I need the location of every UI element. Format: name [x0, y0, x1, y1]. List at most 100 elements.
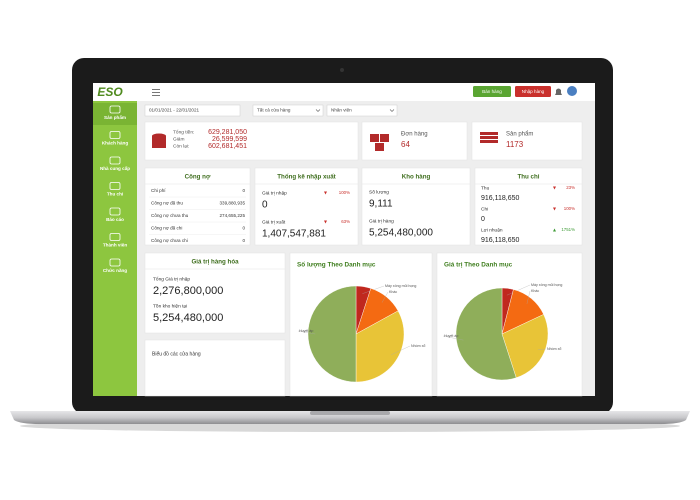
stat-value: 5,254,480,000 — [369, 228, 433, 239]
pie-label: Khác — [389, 290, 397, 294]
stat-value: 0 — [262, 200, 268, 211]
stat-label: Số lượng — [369, 189, 389, 195]
stat-change: 1751% — [561, 227, 575, 232]
stat-card — [144, 167, 251, 246]
filter[interactable] — [144, 104, 241, 117]
debt-value: 0 — [242, 238, 245, 243]
notch — [310, 411, 390, 415]
pie-label: Nhóm xổ — [547, 347, 561, 351]
card-title: Thu chi — [518, 174, 540, 181]
pie-leader — [297, 330, 316, 335]
pie-label: Máy xông mũi họng — [385, 284, 416, 288]
filter-label: 01/01/2021 - 22/01/2021 — [149, 108, 200, 113]
list-icon — [480, 140, 498, 143]
debt-label: Công nợ chưa chi — [151, 238, 188, 243]
pie-slice — [307, 285, 357, 383]
card-title: Kho hàng — [402, 174, 431, 181]
filter[interactable] — [252, 104, 324, 117]
total-value: 629,281,050 — [208, 129, 247, 136]
logo-bg — [95, 85, 125, 99]
menu-icon-line[interactable] — [152, 95, 160, 96]
pie-slice — [455, 287, 517, 381]
top-bar — [93, 83, 595, 101]
sell-button-label: Bán hàng — [482, 89, 502, 94]
filter[interactable] — [326, 104, 398, 117]
sidebar-icon — [109, 105, 121, 114]
stat-label: Chi — [481, 206, 488, 212]
pie-label: Huyết áp — [444, 334, 458, 338]
box-icon — [370, 134, 379, 142]
filter-label: Tất cả cửa hàng — [257, 107, 291, 113]
stat-change: 100% — [564, 206, 575, 211]
goods-label: Tồn kho hiện tại — [153, 303, 187, 309]
stat-value: 916,118,650 — [481, 195, 520, 202]
box-icon — [380, 134, 389, 142]
pie-label: Máy xông mũi họng — [531, 283, 562, 287]
total-label: Còn lại: — [173, 143, 189, 149]
debt-value: 339,880,935 — [219, 201, 245, 206]
pie-leader — [526, 290, 531, 304]
laptop-base — [10, 411, 690, 424]
trend-arrow — [324, 220, 327, 224]
filter-label: Nhân viên — [331, 108, 352, 113]
pie-leader — [537, 348, 547, 350]
stat-value: 9,111 — [369, 199, 393, 210]
avatar[interactable] — [567, 86, 577, 96]
sidebar — [93, 101, 137, 396]
trend-arrow — [553, 207, 556, 211]
trend-arrow — [324, 191, 327, 195]
stat-card — [361, 167, 471, 246]
sidebar-active — [93, 103, 137, 125]
sidebar-icon — [109, 258, 121, 267]
debt-label: Công nợ chưa thu — [151, 213, 189, 218]
pie-label: Khác — [531, 289, 539, 293]
import-button-label: Nhập hàng — [522, 89, 545, 94]
store-chart-title: Biểu đồ các cửa hàng — [152, 350, 201, 357]
sidebar-item: Báo cáo — [106, 217, 124, 222]
debt-value: 0 — [242, 226, 245, 231]
debt-value: 0 — [242, 188, 245, 193]
list-icon — [480, 132, 498, 135]
sidebar-item: Thành viên — [103, 243, 127, 248]
trend-arrow — [553, 228, 556, 232]
sidebar-icon — [109, 207, 121, 216]
products-label: Sản phẩm — [506, 131, 533, 138]
total-label: Giảm — [173, 136, 184, 142]
import-button[interactable] — [515, 86, 551, 97]
debt-label: Công nợ đã thu — [151, 201, 183, 206]
pie-label: Huyết áp — [299, 329, 313, 333]
dropdown-caret — [315, 109, 321, 112]
stat-card — [254, 167, 359, 246]
card-title: Giá trị hàng hóa — [191, 259, 239, 266]
pie-slice — [501, 314, 549, 379]
stat-card — [474, 167, 583, 246]
sidebar-item: Sản phẩm — [104, 114, 126, 120]
stat-value: 1,407,547,881 — [262, 229, 326, 240]
bell-icon[interactable] — [555, 88, 562, 96]
debt-value: 274,655,225 — [219, 213, 245, 218]
box-icon — [375, 143, 384, 151]
goods-card — [144, 252, 286, 334]
logo: ESO — [97, 85, 123, 99]
pie-title: Giá trị Theo Danh mục — [444, 262, 513, 269]
stat-change: 100% — [339, 190, 350, 195]
menu-icon-line[interactable] — [152, 92, 160, 93]
stat-label: Giá trị xuất — [262, 219, 286, 225]
menu-icon-line[interactable] — [152, 89, 160, 90]
debt-label: Công nợ đã chi — [151, 226, 182, 231]
sidebar-icon — [109, 156, 121, 165]
stat-label: Lợi nhuận — [481, 227, 503, 233]
total-value: 26,599,599 — [212, 136, 247, 143]
stat-label: Thu — [481, 185, 490, 191]
sell-button[interactable] — [473, 86, 511, 97]
sidebar-icon — [109, 131, 121, 139]
stat-value: 0 — [481, 216, 485, 223]
list-icon — [480, 136, 498, 139]
sidebar-item: Thu chi — [107, 192, 123, 197]
pie-title: Số lượng Theo Danh mục — [297, 261, 376, 269]
db-icon — [152, 136, 166, 148]
stat-change: 23% — [566, 185, 575, 190]
stat-change: 63% — [341, 219, 350, 224]
